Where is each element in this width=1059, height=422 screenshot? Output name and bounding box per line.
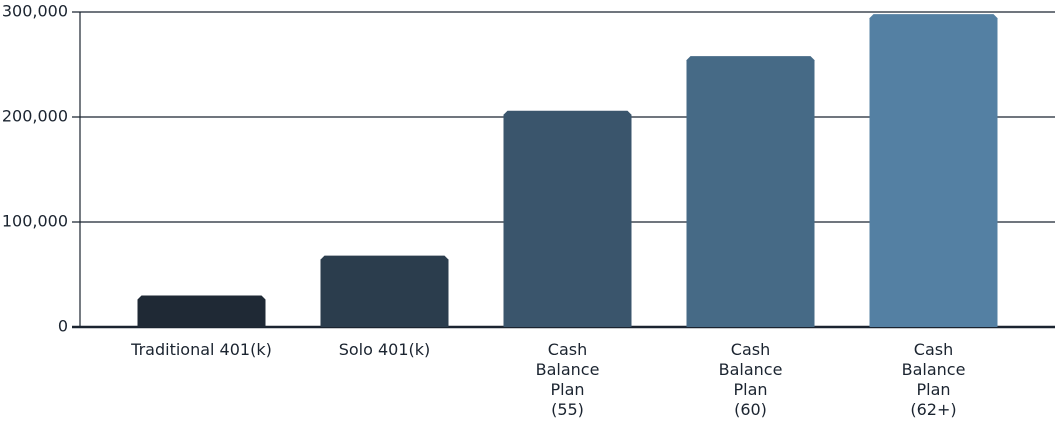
bar: [503, 110, 632, 327]
bar: [137, 295, 266, 327]
x-tick-label: Cash Balance Plan (55): [535, 340, 600, 419]
bar: [869, 14, 998, 327]
y-tick-label: 200,000: [2, 107, 68, 126]
bar: [320, 255, 449, 327]
x-tick-label: Traditional 401(k): [131, 340, 272, 359]
x-tick-label: Solo 401(k): [338, 340, 431, 359]
y-tick-label: 0: [58, 317, 68, 336]
y-tick-label: 100,000: [2, 212, 68, 231]
x-tick-label: Cash Balance Plan (62+): [901, 340, 966, 419]
y-tick-label: 300,000: [2, 2, 68, 21]
bar: [686, 56, 815, 327]
x-tick-label: Cash Balance Plan (60): [718, 340, 783, 419]
